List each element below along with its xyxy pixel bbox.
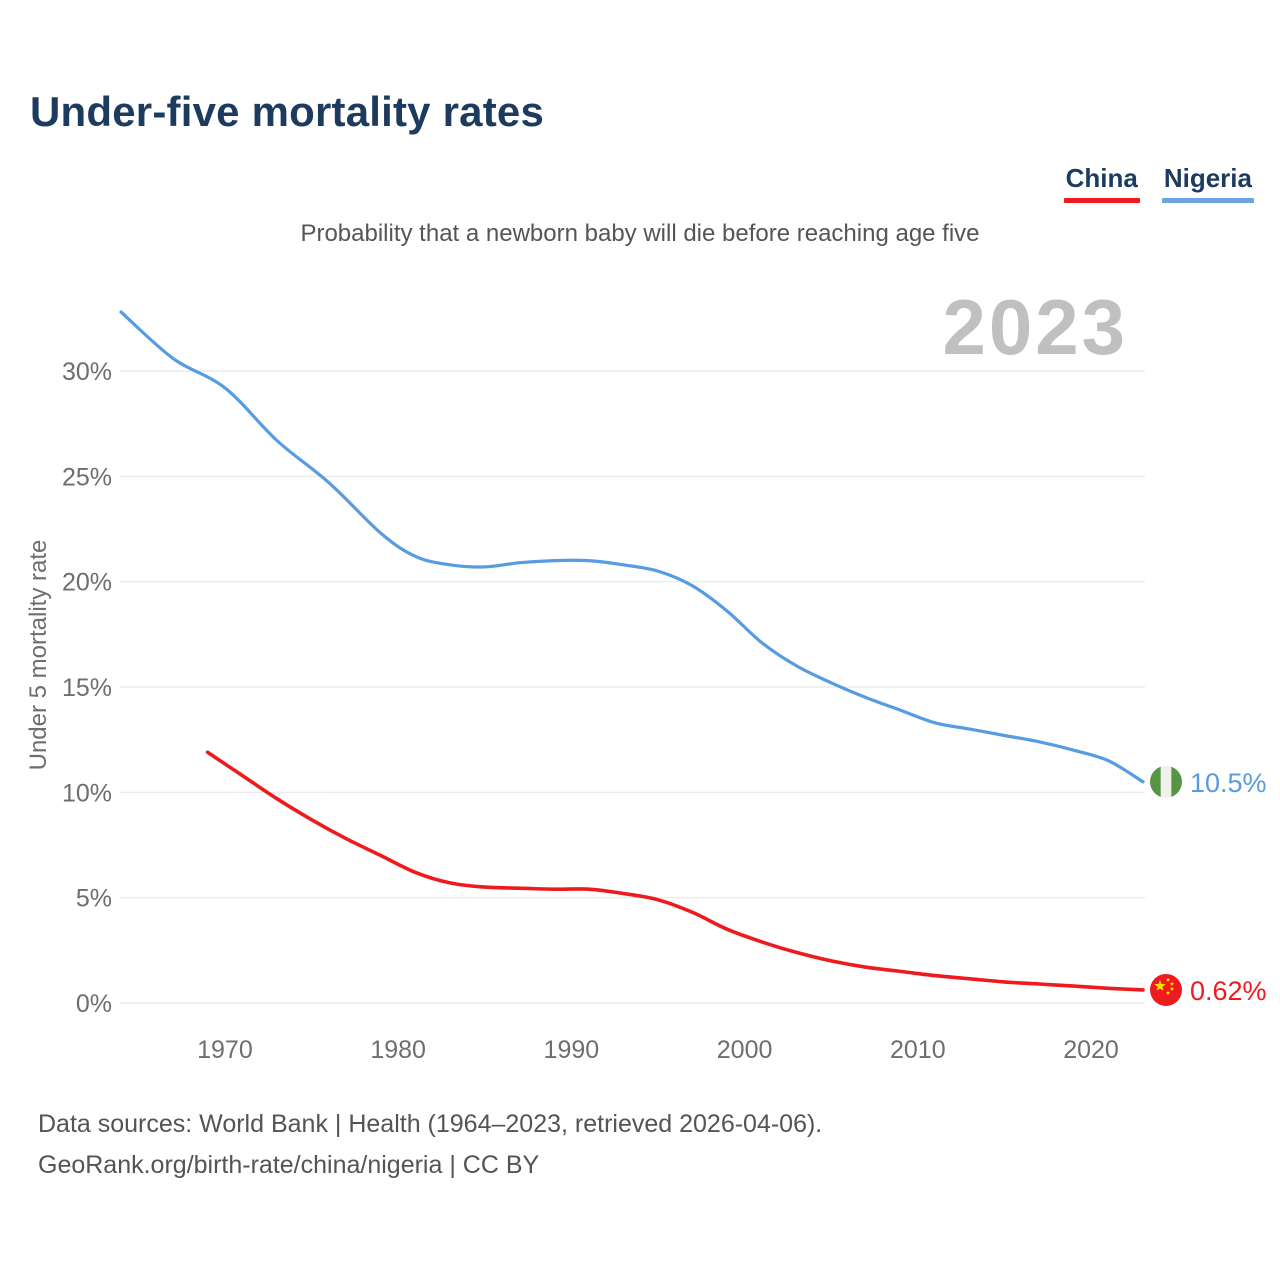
mortality-chart: Under 5 mortality rate 0% 5% 10% 15% 20% 25% 3…	[25, 310, 1267, 1064]
xtick-label-2000: 2000	[717, 1036, 773, 1064]
legend-china-label: China	[1065, 163, 1138, 193]
nigeria-end-label: 10.5%	[1190, 768, 1267, 798]
legend: China Nigeria	[1063, 163, 1254, 203]
china-line	[205, 750, 1145, 992]
nigeria-line	[119, 310, 1145, 784]
legend-item-nigeria[interactable]: Nigeria	[1161, 163, 1254, 203]
footer: Data sources: World Bank | Health (1964–…	[38, 1104, 822, 1186]
ytick-label-30: 30%	[62, 358, 112, 386]
nigeria-flag-icon	[1150, 765, 1182, 798]
xtick-label-2020: 2020	[1063, 1036, 1119, 1064]
legend-nigeria-label: Nigeria	[1163, 163, 1252, 193]
china-flag-icon	[1150, 973, 1182, 1006]
legend-nigeria-underline	[1161, 198, 1254, 203]
xtick-label-1970: 1970	[197, 1036, 253, 1064]
y-axis-title: Under 5 mortality rate	[25, 540, 52, 771]
ytick-label-15: 15%	[62, 674, 112, 702]
data-sources-line: Data sources: World Bank | Health (1964–…	[38, 1110, 823, 1138]
ytick-label-20: 20%	[62, 569, 112, 597]
legend-item-china[interactable]: China	[1063, 163, 1140, 203]
ytick-label-10: 10%	[62, 779, 112, 807]
xtick-label-2010: 2010	[890, 1036, 946, 1064]
xtick-label-1990: 1990	[544, 1036, 600, 1064]
chart-subtitle: Probability that a newborn baby will die…	[300, 220, 980, 247]
attribution-line: GeoRank.org/birth-rate/china/nigeria | C…	[38, 1151, 540, 1179]
year-watermark: 2023	[942, 283, 1128, 371]
ytick-label-0: 0%	[76, 990, 112, 1018]
xtick-label-1980: 1980	[370, 1036, 426, 1064]
china-end-label: 0.62%	[1190, 976, 1267, 1006]
page-title: Under-five mortality rates	[30, 88, 545, 135]
ytick-label-25: 25%	[62, 463, 112, 491]
legend-china-underline	[1063, 198, 1140, 203]
ytick-label-5: 5%	[76, 885, 112, 913]
